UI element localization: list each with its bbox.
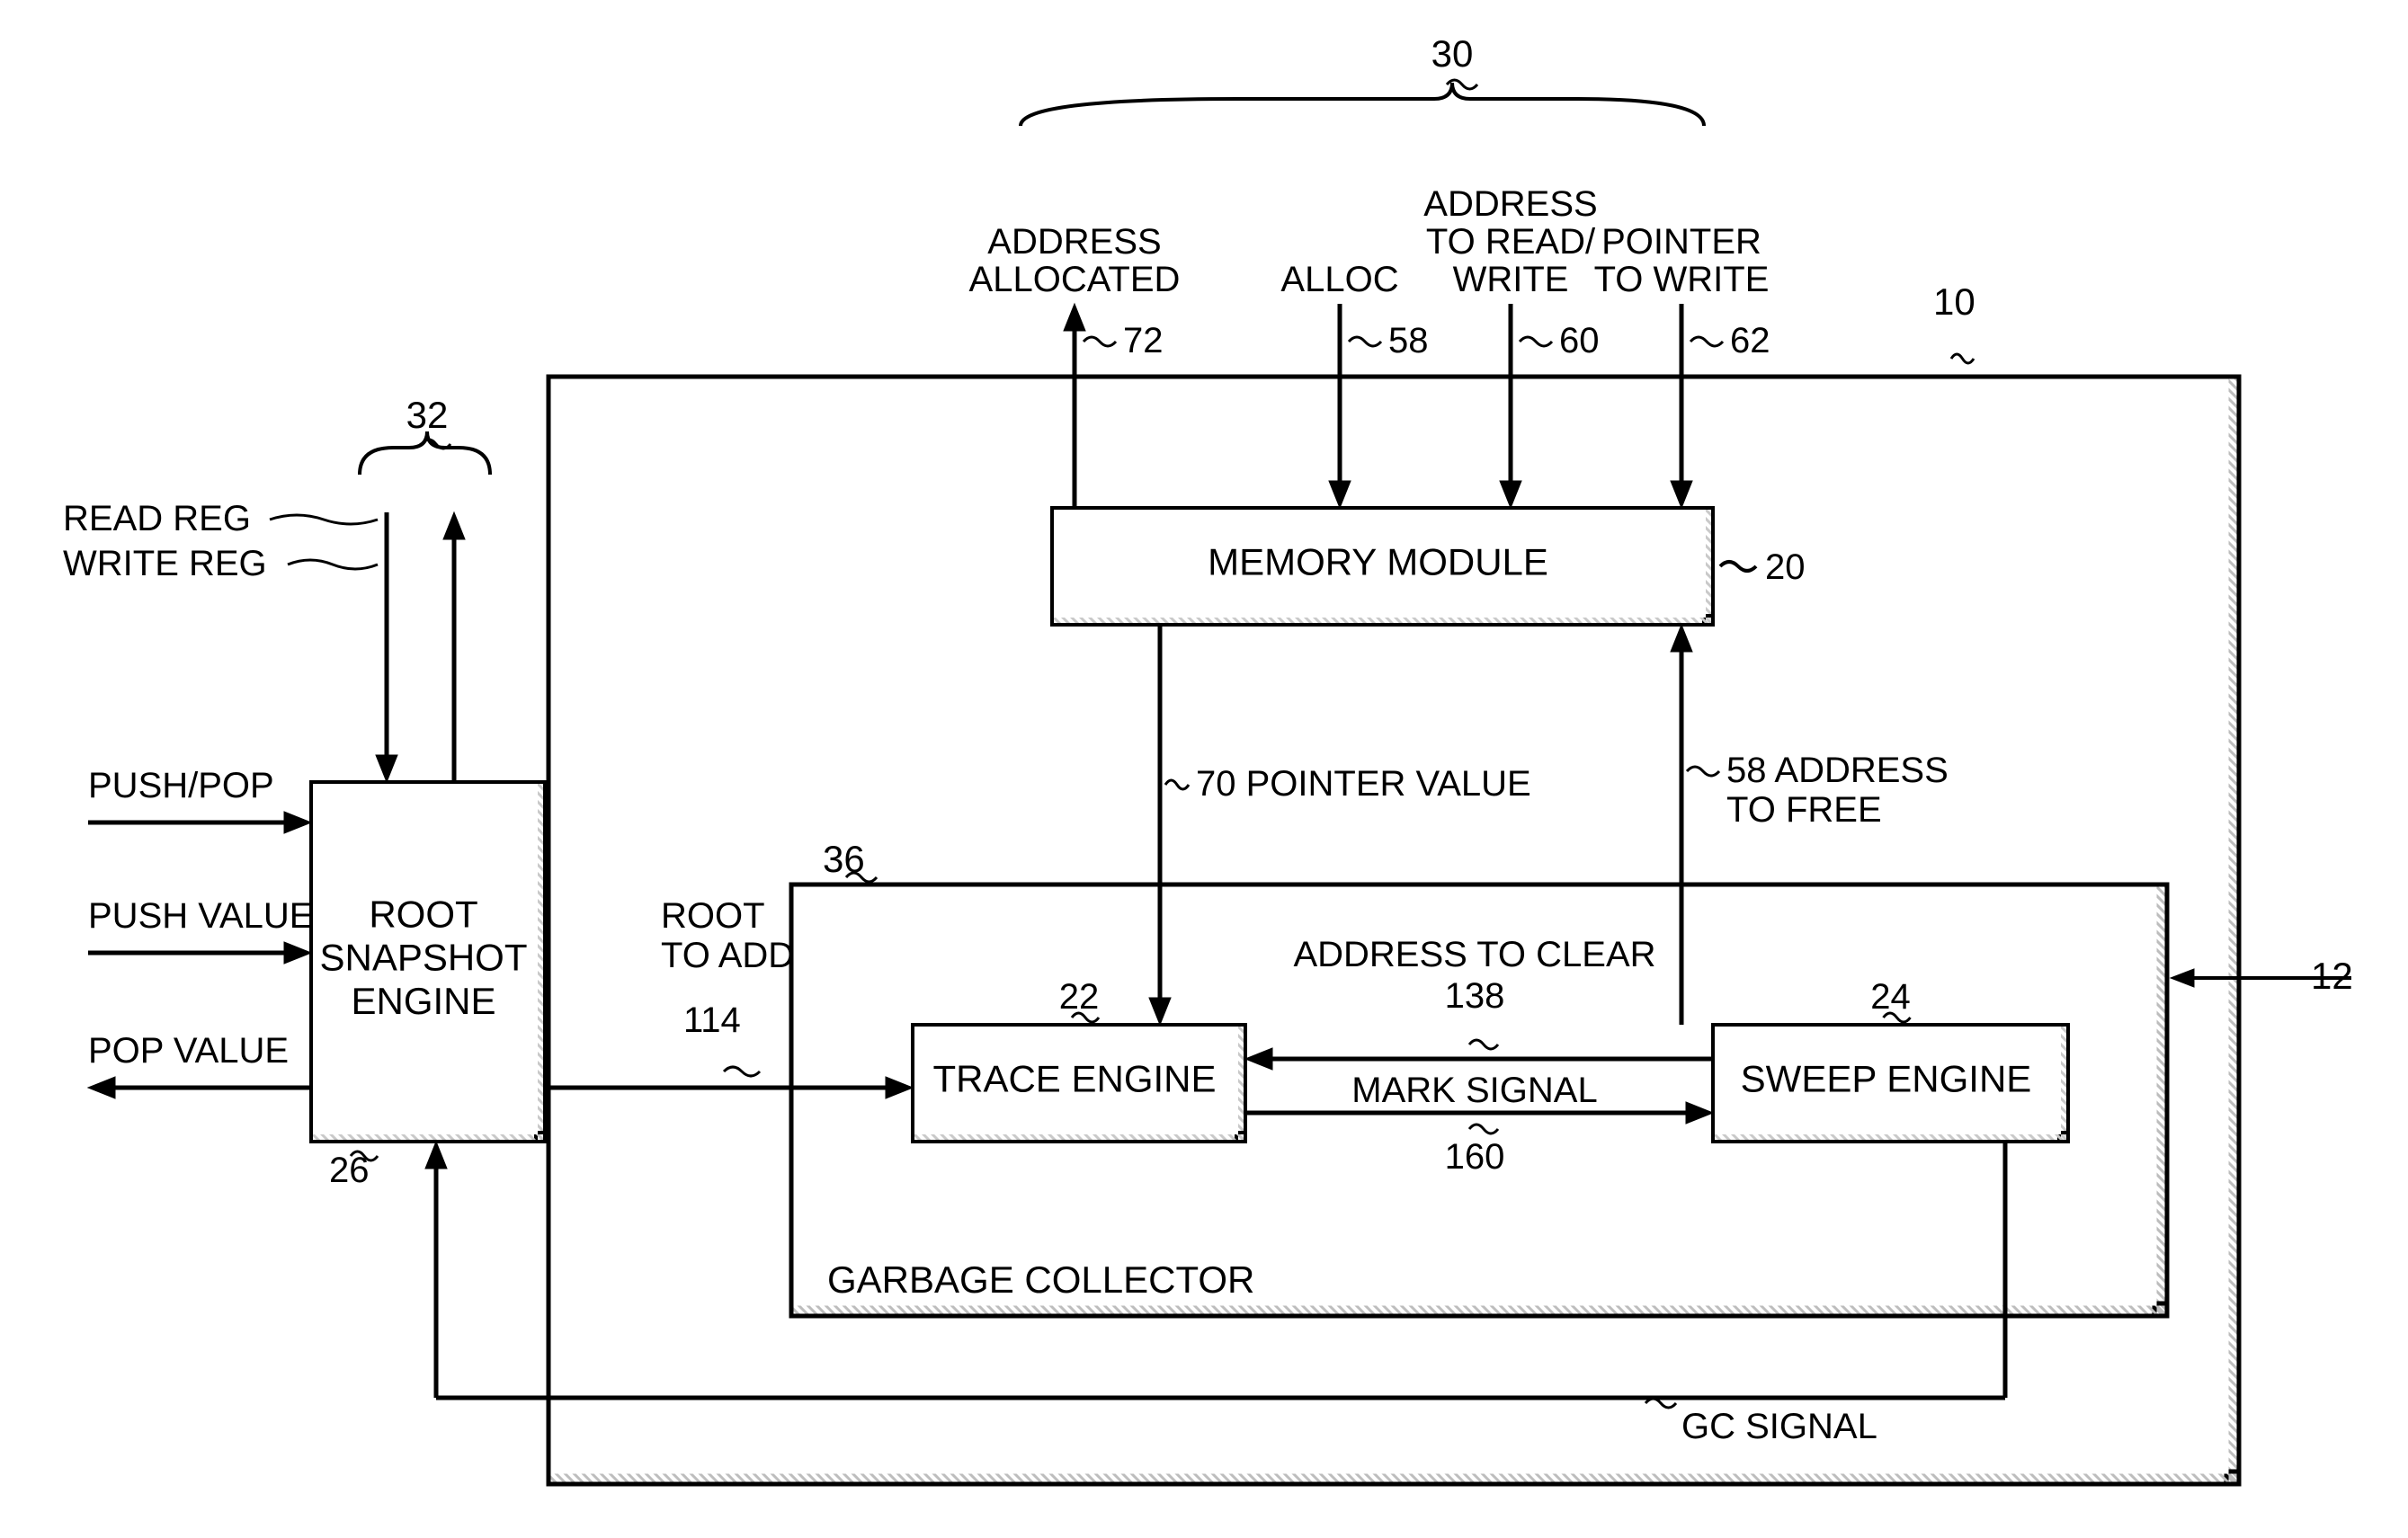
address-to-clear-label: ADDRESS TO CLEAR <box>1293 935 1655 974</box>
left-input-label: POP VALUE <box>88 1031 289 1071</box>
top-signal-label: ADDRESS <box>987 222 1161 262</box>
sweep-engine-label: SWEEP ENGINE <box>1741 1058 2032 1100</box>
ref-114: 114 <box>683 1000 741 1040</box>
ref-24: 24 <box>1870 977 1911 1017</box>
address-to-free-label: TO FREE <box>1726 790 1882 830</box>
ref-30: 30 <box>1431 32 1474 75</box>
ref-10: 10 <box>1933 280 1975 323</box>
top-signal-label: ADDRESS <box>1423 184 1597 224</box>
top-signal-ref: 58 <box>1388 321 1429 360</box>
left-input-label: PUSH VALUE <box>88 896 313 936</box>
top-signal-label: TO WRITE <box>1594 260 1770 299</box>
root-snapshot-engine-label: ENGINE <box>351 980 495 1022</box>
ref-22: 22 <box>1059 977 1100 1017</box>
top-signal-label: ALLOC <box>1280 260 1398 299</box>
left-input-label: PUSH/POP <box>88 766 274 805</box>
top-signal-label: POINTER <box>1601 222 1761 262</box>
ref-138: 138 <box>1445 976 1505 1016</box>
trace-engine-label: TRACE ENGINE <box>932 1058 1216 1100</box>
top-signal-label: ALLOCATED <box>969 260 1181 299</box>
top-signal-ref: 62 <box>1730 321 1770 360</box>
gc-label: GARBAGE COLLECTOR <box>827 1258 1254 1301</box>
root-snapshot-engine-label: SNAPSHOT <box>319 937 527 979</box>
ref-32: 32 <box>406 394 449 436</box>
top-signal-label: TO READ/ <box>1426 222 1596 262</box>
ref-12: 12 <box>2311 955 2353 997</box>
root-to-add-label: ROOT <box>661 896 765 936</box>
gc-signal-label: GC SIGNAL <box>1681 1407 1877 1446</box>
mark-signal-label: MARK SIGNAL <box>1351 1071 1597 1110</box>
root-snapshot-engine-label: ROOT <box>369 893 477 935</box>
read-reg-label: READ REG <box>63 499 251 538</box>
ref-20: 20 <box>1765 547 1806 587</box>
write-reg-label: WRITE REG <box>63 544 267 583</box>
root-to-add-label: TO ADD <box>661 936 794 975</box>
ref-160: 160 <box>1445 1137 1505 1177</box>
diagram-canvas: GARBAGE COLLECTOR MEMORY MODULE 20 TRACE EN… <box>0 0 2408 1538</box>
top-signal-ref: 60 <box>1559 321 1600 360</box>
top-signal-label: WRITE <box>1453 260 1569 299</box>
address-to-free-label: 58 ADDRESS <box>1726 751 1949 790</box>
top-signal-ref: 72 <box>1123 321 1164 360</box>
pointer-value-label: 70 POINTER VALUE <box>1196 764 1531 804</box>
memory-module-label: MEMORY MODULE <box>1208 541 1548 583</box>
